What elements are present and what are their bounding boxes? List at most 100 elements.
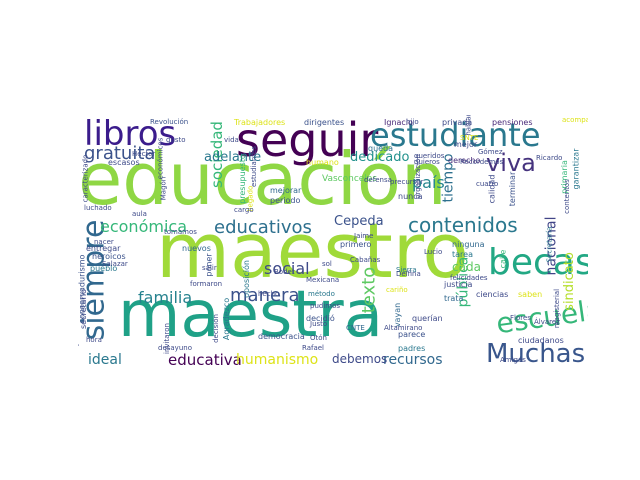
word: económica bbox=[100, 217, 187, 236]
word: decidió bbox=[306, 314, 335, 323]
word: contentos bbox=[562, 179, 571, 214]
word: texto bbox=[358, 266, 380, 314]
word: debemos bbox=[332, 352, 388, 366]
word: pensiones bbox=[492, 118, 533, 127]
word: estudiante bbox=[370, 116, 541, 154]
word: cada bbox=[452, 260, 481, 274]
word: vida bbox=[224, 136, 239, 144]
word: becas bbox=[488, 242, 588, 283]
word: Flores bbox=[510, 314, 531, 322]
word: gusto bbox=[166, 136, 186, 144]
word: sol bbox=[322, 260, 332, 268]
word: Delfina bbox=[396, 270, 421, 278]
word: cuatro bbox=[476, 180, 499, 188]
word: adelante bbox=[204, 150, 262, 165]
word: queridos bbox=[414, 152, 445, 160]
word: maestra bbox=[118, 278, 383, 352]
word: defensa bbox=[364, 176, 392, 184]
word: padres bbox=[398, 344, 426, 353]
word: derecho bbox=[448, 156, 481, 165]
word: educativa bbox=[168, 351, 242, 369]
word: recursos bbox=[383, 352, 443, 368]
word: Trabajadores bbox=[234, 118, 286, 127]
word: humano bbox=[306, 158, 339, 167]
word: Mexicana bbox=[306, 276, 340, 284]
word: calle bbox=[498, 249, 508, 269]
word: Vasconcelos bbox=[322, 174, 378, 184]
word: ideal bbox=[88, 352, 122, 368]
word: precursor bbox=[390, 178, 424, 186]
word: cargo bbox=[234, 206, 254, 214]
word: ciencias bbox=[476, 290, 509, 299]
word: país bbox=[412, 173, 445, 192]
word: maestro bbox=[156, 206, 469, 295]
word: heroicos bbox=[92, 252, 126, 261]
word: Cabañas bbox=[350, 256, 381, 264]
word: quieros bbox=[414, 158, 440, 166]
word: pudimos bbox=[310, 302, 341, 310]
word: calidad bbox=[487, 174, 497, 204]
word: Rafael bbox=[302, 344, 325, 352]
word: Héctor bbox=[132, 150, 156, 158]
word: desayuno bbox=[158, 344, 192, 352]
word: CNTE bbox=[346, 324, 365, 332]
word: Secretaría bbox=[545, 226, 554, 263]
word: oposición bbox=[241, 260, 251, 298]
word: hijo bbox=[406, 118, 419, 126]
word: nunca bbox=[398, 192, 423, 201]
word: libros bbox=[84, 115, 177, 154]
word: dedicado bbox=[350, 150, 410, 165]
word: hora bbox=[86, 336, 102, 344]
word: magisterial bbox=[553, 288, 562, 329]
word: justicia bbox=[444, 280, 473, 289]
word: organización bbox=[413, 154, 422, 199]
word: Ricardo bbox=[536, 154, 563, 162]
word: ciudadanos bbox=[518, 336, 564, 345]
word: aula bbox=[132, 210, 147, 218]
word: Altamirano bbox=[384, 324, 423, 332]
word: sindicato bbox=[561, 252, 577, 311]
word: luchado bbox=[84, 204, 112, 212]
word: Lucio bbox=[424, 248, 443, 256]
word: método bbox=[308, 290, 335, 298]
word: Muchas bbox=[486, 339, 586, 369]
word: económicos bbox=[156, 137, 165, 180]
word: cariño bbox=[386, 286, 408, 294]
word: Salazar bbox=[102, 260, 128, 268]
word: hecho bbox=[258, 290, 280, 298]
word: tarea bbox=[452, 250, 473, 259]
word: ninguna bbox=[452, 240, 485, 249]
word: querían bbox=[412, 314, 443, 323]
word: Justo bbox=[310, 320, 328, 328]
word: queda bbox=[368, 144, 394, 153]
word: Otón bbox=[310, 334, 327, 342]
word: estudiantes bbox=[249, 146, 258, 187]
word: seguir bbox=[236, 115, 379, 167]
word: educativos bbox=[214, 217, 312, 238]
word: humanismo bbox=[236, 352, 319, 368]
word: formaron bbox=[190, 280, 223, 288]
word: entregar bbox=[86, 244, 121, 253]
word: escasos bbox=[108, 158, 140, 167]
word: acompaña bbox=[562, 116, 588, 124]
word: viva bbox=[486, 149, 536, 177]
word: hablar bbox=[464, 115, 473, 136]
word: Jaime bbox=[354, 232, 374, 240]
word: caracterizado bbox=[81, 154, 90, 203]
word: Cepeda bbox=[334, 214, 384, 229]
word: Bodet bbox=[274, 268, 295, 276]
word: Gómez bbox=[478, 148, 503, 156]
word-cloud: educación maestro maestra seguir libros … bbox=[78, 115, 588, 371]
word: privada bbox=[442, 118, 473, 127]
word: Agradezco bbox=[222, 297, 232, 341]
word: trata bbox=[444, 294, 464, 303]
word: Amigas bbox=[500, 356, 526, 364]
word: periodo bbox=[270, 196, 301, 205]
word: terminar bbox=[508, 171, 518, 207]
word: saben bbox=[518, 290, 543, 299]
word: garantizar bbox=[571, 148, 581, 190]
word: objetivos bbox=[78, 323, 79, 355]
word: Revolución bbox=[150, 118, 189, 126]
word: conservadurismo bbox=[78, 254, 87, 324]
word: Álvarez bbox=[534, 318, 560, 326]
